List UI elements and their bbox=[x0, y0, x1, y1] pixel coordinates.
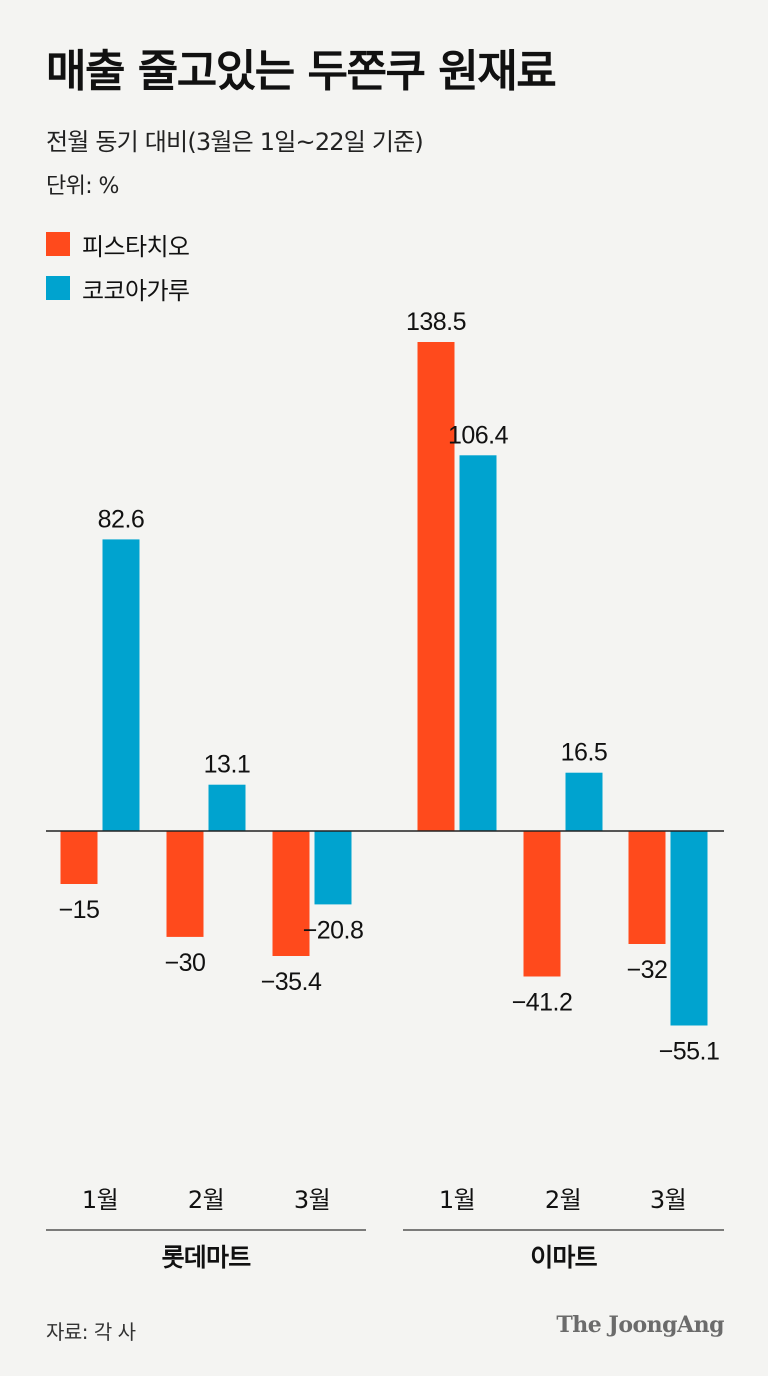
value-label-pistachio-3: −35.4 bbox=[261, 968, 322, 996]
month-label-1: 1월 bbox=[82, 1186, 118, 1214]
bar-pistachio-1 bbox=[60, 831, 98, 884]
legend-label-pistachio: 피스타치오 bbox=[82, 232, 190, 261]
source-note: 자료: 각 사 bbox=[46, 1320, 136, 1344]
value-label-cocoa-2: 13.1 bbox=[204, 751, 251, 779]
bar-cocoa-2 bbox=[208, 784, 246, 831]
legend-swatch-cocoa bbox=[46, 276, 70, 300]
value-label-cocoa-4: 106.4 bbox=[448, 421, 509, 449]
bar-cocoa-4 bbox=[459, 455, 497, 831]
bar-cocoa-1 bbox=[102, 539, 140, 831]
value-label-pistachio-4: 138.5 bbox=[406, 308, 466, 336]
legend-item-pistachio: 피스타치오 bbox=[46, 230, 190, 261]
value-label-pistachio-5: −41.2 bbox=[512, 989, 573, 1017]
value-label-pistachio-2: −30 bbox=[165, 949, 206, 977]
legend-item-cocoa: 코코아가루 bbox=[46, 274, 190, 305]
month-label-5: 2월 bbox=[545, 1186, 581, 1214]
month-label-6: 3월 bbox=[650, 1186, 686, 1214]
bar-pistachio-3 bbox=[272, 831, 310, 956]
bar-cocoa-3 bbox=[314, 831, 352, 905]
bar-pistachio-2 bbox=[166, 831, 204, 937]
bar-pistachio-6 bbox=[628, 831, 666, 944]
group-label-2: 이마트 bbox=[530, 1243, 597, 1272]
chart-title: 매출 줄고있는 두쫀쿠 원재료 bbox=[46, 46, 557, 97]
unit-label: 단위: % bbox=[46, 174, 119, 199]
legend: 피스타치오 코코아가루 bbox=[46, 230, 190, 318]
month-label-3: 3월 bbox=[294, 1186, 330, 1214]
legend-label-cocoa: 코코아가루 bbox=[82, 276, 190, 305]
group-label-1: 롯데마트 bbox=[162, 1243, 252, 1272]
value-label-pistachio-6: −32 bbox=[627, 956, 668, 984]
value-label-cocoa-6: −55.1 bbox=[659, 1038, 720, 1066]
brand-logo: The JoongAng bbox=[556, 1312, 724, 1338]
chart-subtitle: 전월 동기 대비(3월은 1일~22일 기준) bbox=[46, 128, 424, 156]
month-label-2: 2월 bbox=[188, 1186, 224, 1214]
bar-pistachio-4 bbox=[417, 342, 455, 831]
bar-cocoa-6 bbox=[670, 831, 708, 1026]
value-label-pistachio-1: −15 bbox=[59, 896, 100, 924]
value-label-cocoa-5: 16.5 bbox=[561, 739, 608, 767]
bar-pistachio-5 bbox=[523, 831, 561, 977]
value-label-cocoa-3: −20.8 bbox=[303, 916, 364, 944]
value-label-cocoa-1: 82.6 bbox=[98, 505, 145, 533]
month-label-4: 1월 bbox=[439, 1186, 475, 1214]
legend-swatch-pistachio bbox=[46, 232, 70, 256]
bar-cocoa-5 bbox=[565, 772, 603, 831]
